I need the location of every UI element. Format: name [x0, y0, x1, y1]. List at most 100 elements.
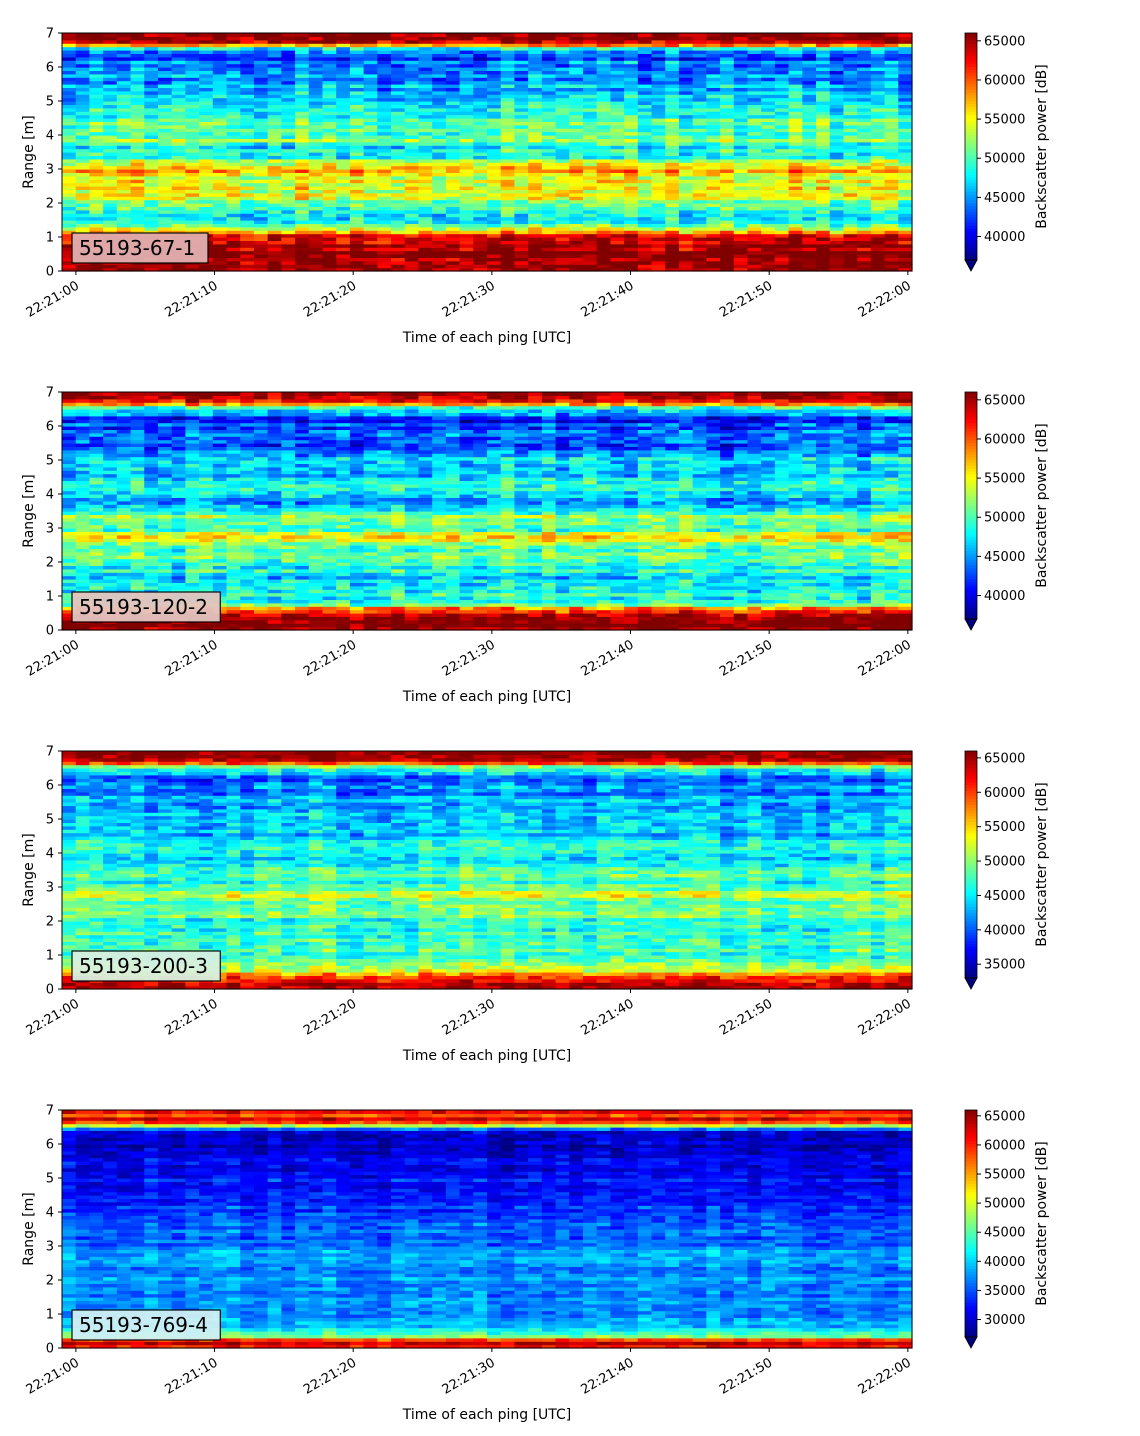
heatmap-cell: [816, 169, 831, 173]
heatmap-cell: [130, 39, 145, 44]
heatmap-cell: [720, 87, 735, 92]
heatmap-cell: [884, 104, 899, 109]
heatmap-cell: [89, 483, 104, 488]
heatmap-cell: [774, 169, 790, 173]
heatmap-cell: [377, 189, 392, 194]
colorbar-segment: [965, 112, 977, 116]
heatmap-cell: [281, 67, 296, 71]
heatmap-cell: [678, 107, 694, 112]
heatmap-cell: [89, 60, 104, 65]
heatmap-cell: [295, 257, 310, 262]
heatmap-cell: [363, 148, 378, 153]
heatmap-cell: [62, 398, 77, 403]
heatmap-cell: [733, 226, 749, 231]
heatmap-cell: [130, 152, 145, 156]
heatmap-cell: [541, 186, 557, 190]
heatmap-cell: [500, 67, 516, 71]
heatmap-cell: [62, 531, 77, 536]
heatmap-cell: [747, 148, 762, 153]
heatmap-cell: [240, 182, 255, 187]
heatmap-cell: [116, 497, 132, 502]
heatmap-cell: [89, 175, 104, 180]
heatmap-cell: [199, 135, 214, 139]
heatmap-cell: [802, 220, 817, 224]
heatmap-cell: [857, 203, 872, 207]
heatmap-cell: [144, 541, 159, 546]
heatmap-cell: [199, 114, 214, 119]
heatmap-cell: [473, 73, 488, 78]
heatmap-cell: [157, 172, 173, 177]
heatmap-cell: [103, 94, 118, 99]
heatmap-cell: [295, 33, 310, 37]
heatmap-cell: [432, 267, 447, 272]
heatmap-cell: [829, 107, 845, 112]
heatmap-cell: [720, 233, 735, 238]
heatmap-cell: [404, 186, 420, 190]
heatmap-cell: [857, 257, 872, 262]
heatmap-cell: [295, 50, 310, 54]
heatmap-cell: [89, 223, 104, 228]
heatmap-cell: [322, 189, 337, 194]
heatmap-cell: [651, 152, 666, 156]
heatmap-cell: [884, 230, 899, 235]
heatmap-cell: [157, 199, 173, 204]
heatmap-cell: [157, 124, 173, 129]
heatmap-cell: [349, 203, 365, 207]
heatmap-cell: [473, 43, 488, 48]
heatmap-cell: [75, 94, 91, 99]
heatmap-cell: [692, 138, 707, 143]
colorbar-segment: [965, 35, 977, 40]
heatmap-cell: [610, 135, 625, 139]
heatmap-cell: [692, 67, 707, 71]
heatmap-cell: [582, 243, 598, 248]
heatmap-cell: [267, 128, 282, 133]
heatmap-cell: [500, 233, 516, 238]
heatmap-cell: [678, 80, 694, 85]
heatmap-cell: [62, 623, 77, 628]
heatmap-cell: [363, 230, 378, 235]
heatmap-cell: [391, 247, 406, 252]
heatmap-cell: [747, 257, 762, 262]
colorbar-segment: [965, 61, 977, 65]
heatmap-cell: [226, 107, 241, 112]
heatmap-cell: [816, 56, 831, 61]
heatmap-cell: [75, 135, 91, 139]
heatmap-cell: [171, 56, 186, 61]
heatmap-cell: [857, 230, 872, 235]
heatmap-cell: [692, 192, 707, 197]
heatmap-cell: [747, 111, 762, 116]
heatmap-cell: [870, 247, 886, 252]
heatmap-cell: [75, 145, 91, 150]
heatmap-cell: [761, 250, 776, 255]
heatmap-cell: [706, 50, 721, 54]
heatmap-cell: [624, 111, 639, 116]
colorbar-segment: [965, 129, 977, 133]
heatmap-cell: [308, 179, 324, 184]
heatmap-cell: [144, 565, 159, 570]
heatmap-cell: [130, 545, 145, 549]
heatmap-cell: [569, 77, 584, 82]
heatmap-cell: [528, 84, 543, 88]
heatmap-cell: [363, 186, 378, 190]
heatmap-cell: [322, 260, 337, 265]
heatmap-cell: [582, 60, 598, 65]
heatmap-cell: [267, 172, 282, 177]
heatmap-cell: [528, 186, 543, 190]
heatmap-cell: [377, 141, 392, 146]
heatmap-cell: [637, 172, 653, 177]
heatmap-cell: [582, 63, 598, 68]
heatmap-cell: [898, 165, 913, 170]
heatmap-cell: [569, 141, 584, 146]
heatmap-cell: [116, 148, 132, 153]
heatmap-cell: [144, 409, 159, 413]
heatmap-cell: [226, 97, 241, 102]
heatmap-cell: [418, 107, 433, 112]
heatmap-cell: [116, 158, 132, 163]
heatmap-cell: [171, 182, 186, 187]
heatmap-cell: [720, 145, 735, 150]
heatmap-cell: [103, 511, 118, 515]
heatmap-cell: [596, 247, 611, 252]
heatmap-cell: [898, 63, 913, 68]
heatmap-cell: [185, 84, 200, 88]
heatmap-cell: [62, 545, 77, 549]
